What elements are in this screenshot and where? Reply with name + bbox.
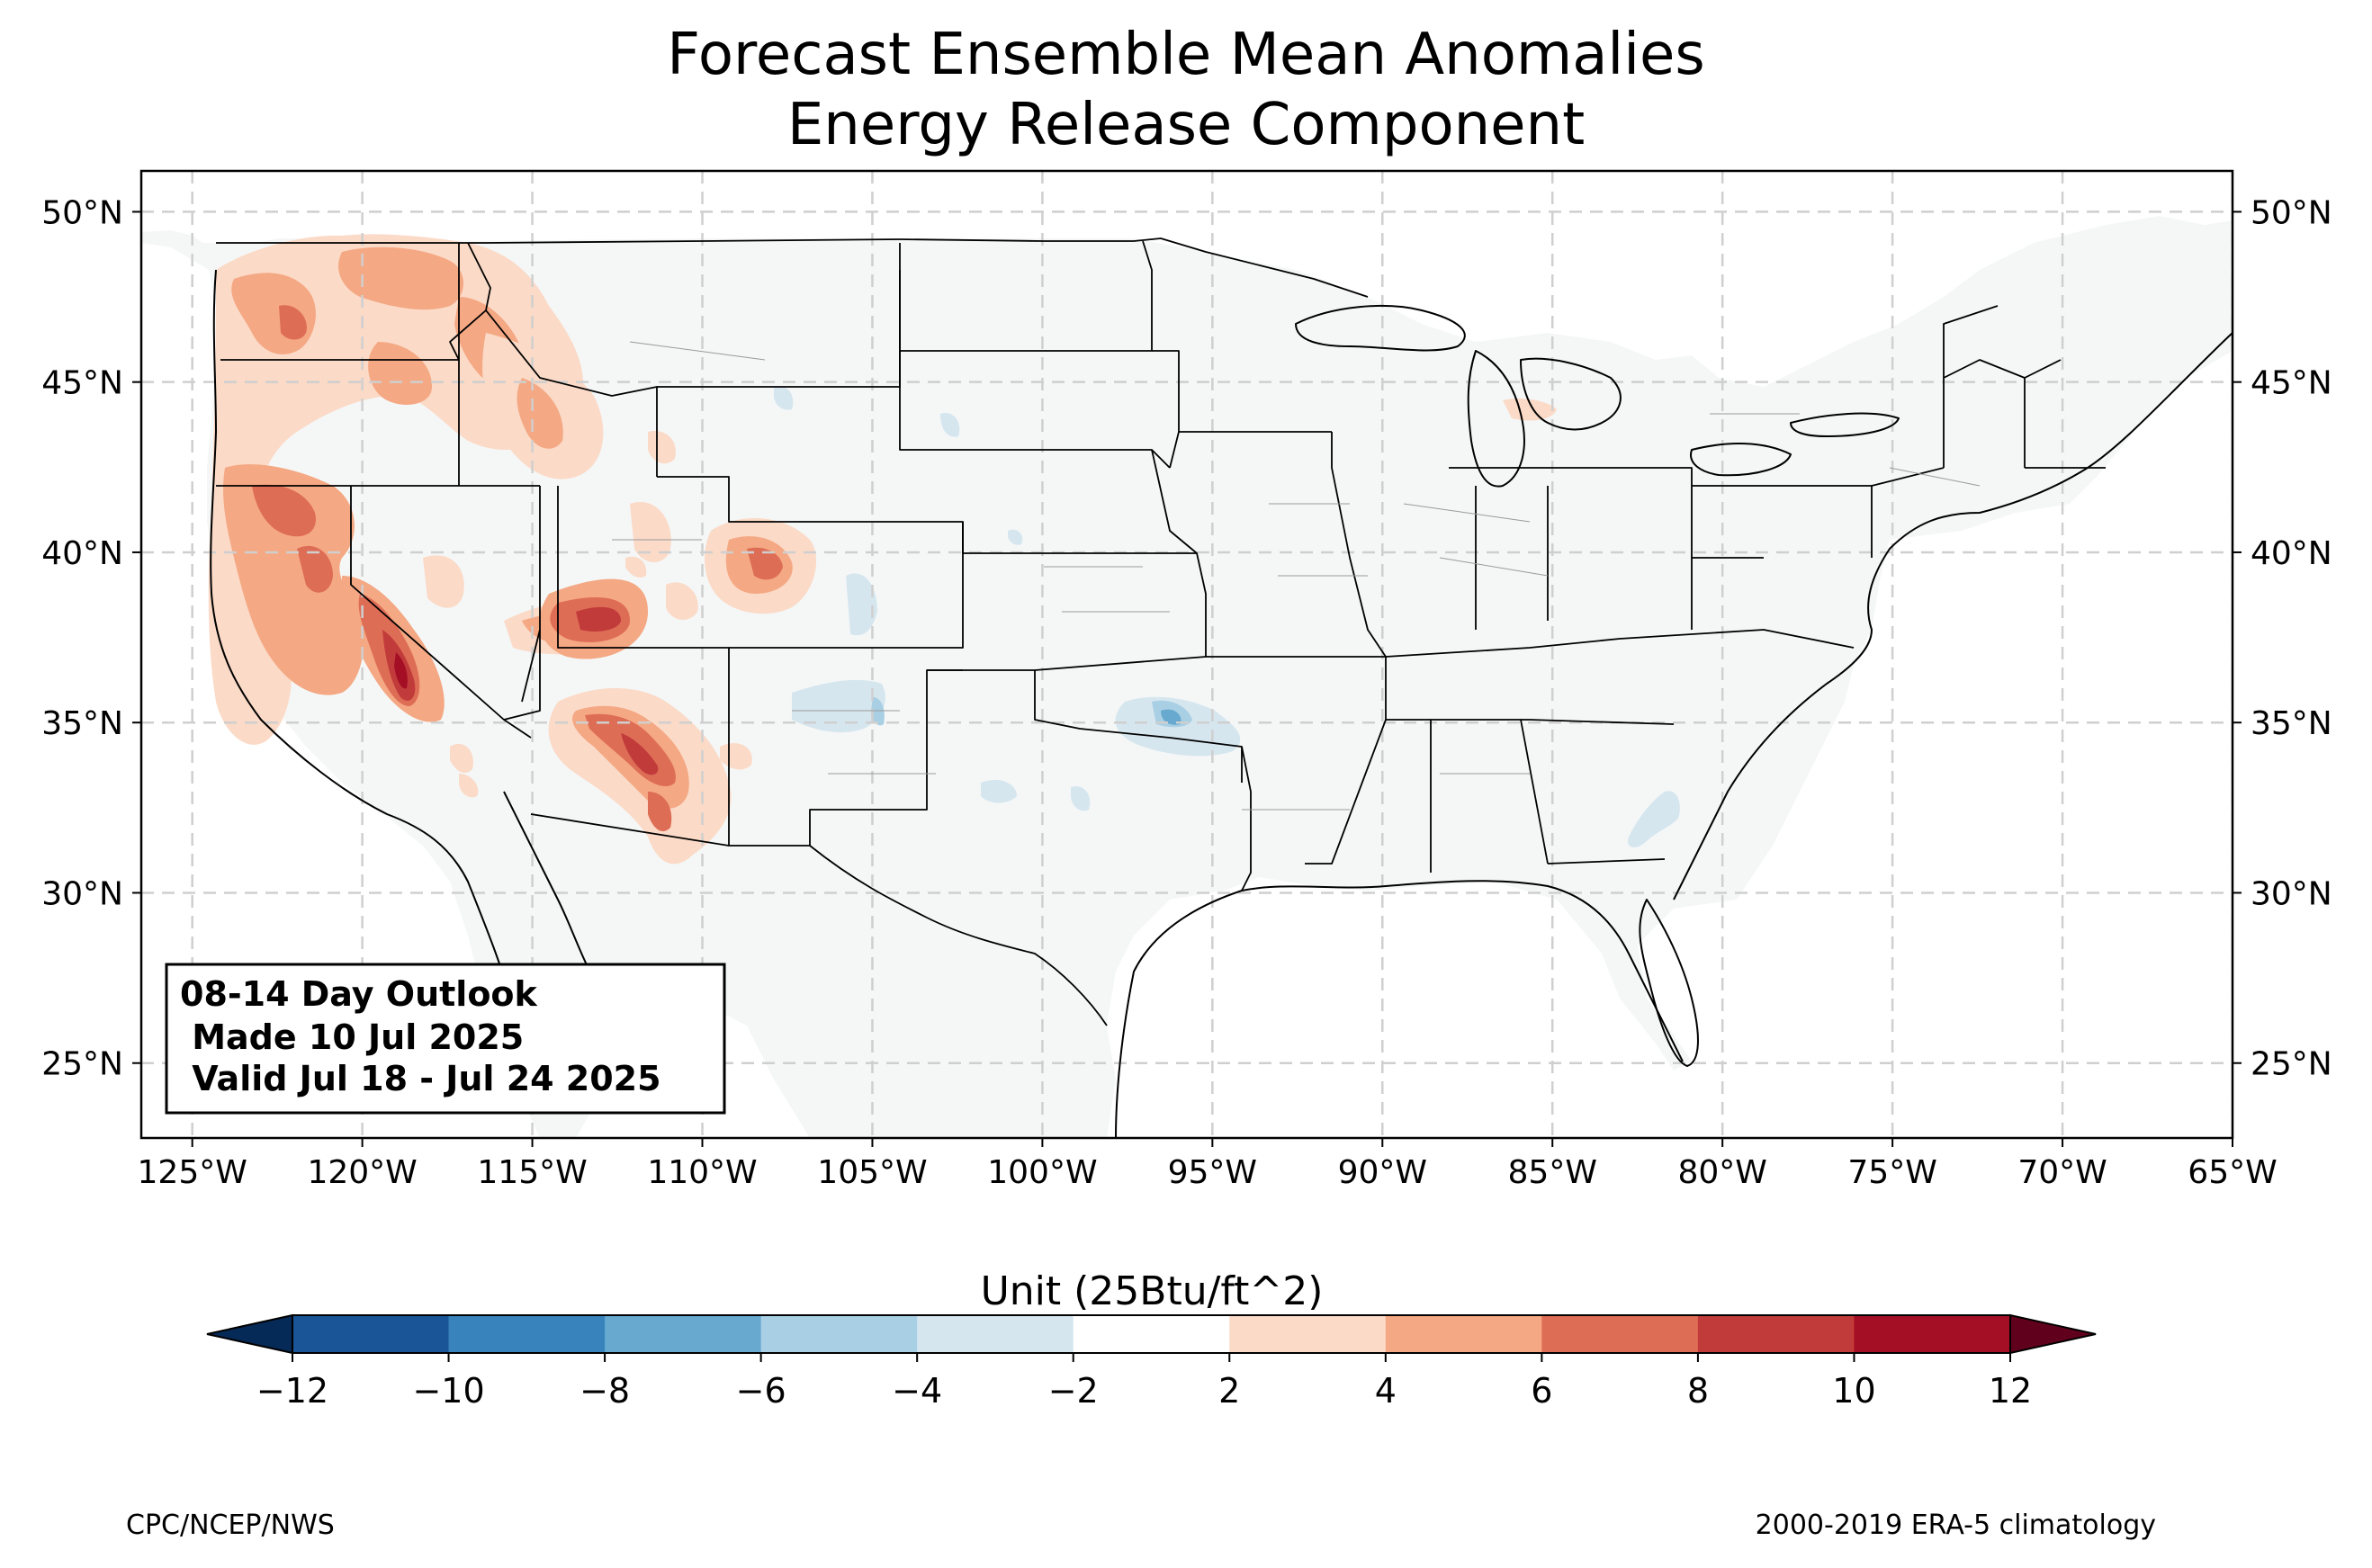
lat-tick-label-left: 30°N: [41, 875, 123, 912]
made-date: Made 10 Jul 2025: [180, 1017, 524, 1057]
colorbar-tick-label: −4: [892, 1371, 942, 1411]
lon-tick-label: 85°W: [1508, 1154, 1597, 1191]
boundaries: [210, 237, 2233, 1138]
colorbar-tick-label: −2: [1048, 1371, 1099, 1411]
colorbar-under-arrow: [206, 1313, 293, 1355]
colorbar: Unit (25Btu/ft^2) −12 −10 −8 −6 −4 −2 2 4 6 8 10 12: [206, 1268, 2097, 1411]
lon-tick-label: 100°W: [987, 1154, 1097, 1191]
lat-tick-label-left: 35°N: [41, 705, 123, 742]
map-frame: [139, 169, 2234, 1140]
colorbar-tick-label: −12: [256, 1371, 328, 1411]
colorbar-outline: [292, 1314, 2011, 1354]
title-line-2: Energy Release Component: [787, 92, 1585, 158]
title-line-1: Forecast Ensemble Mean Anomalies: [667, 22, 1704, 88]
lat-tick-label-left: 50°N: [41, 194, 123, 231]
colorbar-swatch: [1385, 1315, 1542, 1353]
colorbar-swatch: [1229, 1315, 1387, 1353]
lat-tick-label-right: 45°N: [2251, 365, 2332, 402]
lon-tick-label: 75°W: [1847, 1154, 1936, 1191]
colorbar-swatch: [1073, 1315, 1230, 1353]
outlook-info-box: 08-14 Day Outlook Made 10 Jul 2025 Valid…: [165, 963, 726, 1115]
map-panel: 08-14 Day Outlook Made 10 Jul 2025 Valid…: [139, 169, 2234, 1140]
lon-tick-label: 105°W: [817, 1154, 927, 1191]
colorbar-over-arrow: [2009, 1313, 2097, 1355]
colorbar-swatch: [1541, 1315, 1699, 1353]
colorbar-swatch: [1697, 1315, 1855, 1353]
colorbar-swatch: [292, 1315, 450, 1353]
lon-tick-label: 125°W: [138, 1154, 247, 1191]
colorbar-tick-label: 10: [1832, 1371, 1875, 1411]
colorbar-tick-label: 2: [1218, 1371, 1240, 1411]
colorbar-swatch: [1854, 1315, 2011, 1353]
gridlines: [141, 171, 2233, 1138]
colorbar-swatch: [605, 1315, 762, 1353]
colorbar-swatch: [917, 1315, 1074, 1353]
colorbar-ticks: −12 −10 −8 −6 −4 −2 2 4 6 8 10 12: [256, 1353, 2032, 1411]
lon-tick-label: 120°W: [307, 1154, 417, 1191]
lon-tick-label: 80°W: [1677, 1154, 1766, 1191]
latitude-ticks-right: 50°N 45°N 40°N 35°N 30°N 25°N: [2233, 194, 2332, 1083]
lat-tick-label-right: 30°N: [2251, 875, 2332, 912]
longitude-ticks: 125°W 120°W 115°W 110°W 105°W 100°W 95°W 90°W 85…: [138, 1138, 2278, 1191]
lat-tick-label-right: 50°N: [2251, 194, 2332, 231]
colorbar-tick-label: −6: [736, 1371, 786, 1411]
lon-tick-label: 110°W: [647, 1154, 757, 1191]
colorbar-tick-label: 6: [1531, 1371, 1552, 1411]
colorbar-tick-label: 4: [1375, 1371, 1397, 1411]
anomaly-field: [208, 234, 1680, 865]
colorbar-label: Unit (25Btu/ft^2): [981, 1268, 1324, 1314]
lat-tick-label-left: 25°N: [41, 1046, 123, 1083]
outlook-label: 08-14 Day Outlook: [180, 974, 538, 1014]
footer-source: CPC/NCEP/NWS: [126, 1510, 335, 1541]
lon-tick-label: 90°W: [1338, 1154, 1427, 1191]
footer-climatology: 2000-2019 ERA-5 climatology: [1756, 1510, 2156, 1541]
colorbar-swatch: [760, 1315, 918, 1353]
colorbar-tick-label: −10: [412, 1371, 484, 1411]
colorbar-swatch: [448, 1315, 606, 1353]
lat-tick-label-right: 40°N: [2251, 535, 2332, 572]
lat-tick-label-left: 40°N: [41, 535, 123, 572]
lon-tick-label: 70°W: [2017, 1154, 2107, 1191]
colorbar-tick-label: 12: [1989, 1371, 2032, 1411]
lat-tick-label-right: 35°N: [2251, 705, 2332, 742]
colorbar-tick-label: −8: [580, 1371, 630, 1411]
lat-tick-label-right: 25°N: [2251, 1046, 2332, 1083]
latitude-ticks-left: 50°N 45°N 40°N 35°N 30°N 25°N: [41, 194, 141, 1083]
lon-tick-label: 65°W: [2188, 1154, 2277, 1191]
colorbar-tick-label: 8: [1687, 1371, 1709, 1411]
valid-dates: Valid Jul 18 - Jul 24 2025: [180, 1059, 661, 1098]
lon-tick-label: 95°W: [1168, 1154, 1257, 1191]
lon-tick-label: 115°W: [477, 1154, 587, 1191]
lat-tick-label-left: 45°N: [41, 365, 123, 402]
colorbar-swatches: [206, 1313, 2097, 1355]
